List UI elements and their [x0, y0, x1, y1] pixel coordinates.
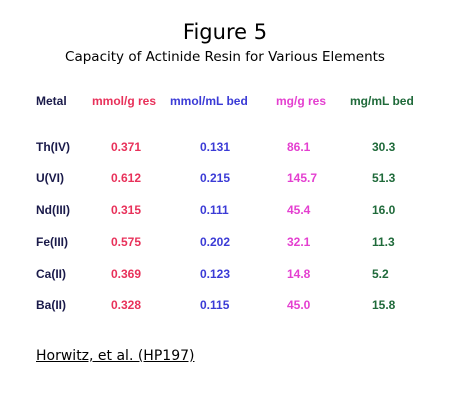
row-mg-per-ml: 51.3 [372, 171, 396, 185]
row-mmol-per-ml: 0.123 [200, 267, 231, 281]
row-mmol-per-ml: 0.115 [200, 298, 230, 312]
row-mmol-per-g: 0.315 [111, 203, 142, 217]
row-mmol-per-ml: 0.111 [200, 203, 229, 217]
row-mg-per-ml: 16.0 [372, 203, 396, 217]
row-mmol-per-g: 0.612 [111, 171, 142, 185]
row-mg-per-ml: 5.2 [372, 267, 389, 281]
row-mg-per-ml: 15.8 [372, 298, 396, 312]
row-metal: Fe(III) [36, 235, 68, 249]
header-mmol-per-ml-bed: mmol/mL bed [170, 94, 248, 108]
citation-link[interactable]: Horwitz, et al. (HP197) [36, 348, 195, 364]
row-mmol-per-g: 0.369 [111, 267, 142, 281]
row-mg-per-g: 45.0 [287, 298, 311, 312]
row-mg-per-ml: 11.3 [372, 235, 395, 249]
row-metal: Ba(II) [36, 298, 66, 312]
row-mg-per-g: 145.7 [287, 171, 318, 185]
row-metal: U(VI) [36, 171, 64, 185]
row-mg-per-g: 14.8 [287, 267, 311, 281]
row-metal: Nd(III) [36, 203, 70, 217]
header-metal: Metal [36, 94, 67, 108]
row-mg-per-ml: 30.3 [372, 140, 396, 154]
row-mg-per-g: 45.4 [287, 203, 311, 217]
row-mmol-per-g: 0.371 [111, 140, 142, 154]
header-mg-per-g-res: mg/g res [276, 94, 327, 108]
header-mg-per-ml-bed: mg/mL bed [350, 94, 414, 108]
row-metal: Th(IV) [36, 140, 70, 154]
row-mmol-per-g: 0.575 [111, 235, 142, 249]
row-mmol-per-g: 0.328 [111, 298, 142, 312]
row-mmol-per-ml: 0.131 [200, 140, 231, 154]
row-mg-per-g: 86.1 [287, 140, 311, 154]
figure-subtitle: Capacity of Actinide Resin for Various E… [65, 49, 385, 65]
figure-title: Figure 5 [182, 20, 268, 44]
header-mmol-per-g-res: mmol/g res [92, 94, 157, 108]
row-metal: Ca(II) [36, 267, 66, 281]
row-mg-per-g: 32.1 [287, 235, 311, 249]
row-mmol-per-ml: 0.215 [200, 171, 231, 185]
row-mmol-per-ml: 0.202 [200, 235, 231, 249]
